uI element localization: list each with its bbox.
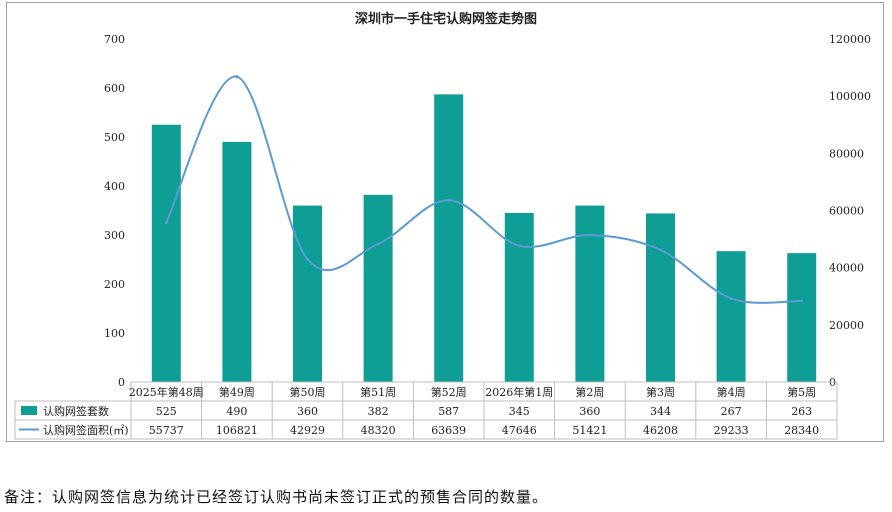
- line-point-9: [729, 296, 733, 300]
- line-point-6: [517, 244, 521, 248]
- left-axis-tick-label: 200: [104, 278, 125, 291]
- left-axis-tick-label: 600: [104, 82, 125, 95]
- bar-8: [646, 213, 675, 382]
- right-axis-tick-label: 100000: [829, 90, 871, 103]
- area-line-series: [165, 75, 802, 304]
- legend-line-label: 认购网签面积(㎡): [43, 423, 129, 437]
- right-axis-tick-label: 40000: [829, 262, 864, 275]
- category-label: 2025年第48周: [129, 385, 204, 399]
- category-label: 第3周: [646, 385, 675, 399]
- bar-1: [151, 124, 181, 382]
- legend-bar-label: 认购网签套数: [43, 404, 109, 418]
- chart-title: 深圳市一手住宅认购网签走势图: [355, 11, 537, 27]
- line-value-label: 51421: [572, 424, 607, 437]
- bar-value-label: 382: [368, 405, 389, 418]
- bar-value-label: 525: [156, 405, 177, 418]
- left-axis-tick-label: 500: [104, 131, 125, 144]
- line-value-label: 28340: [784, 424, 819, 437]
- category-label: 第51周: [360, 385, 396, 399]
- line-value-label: 55737: [149, 424, 184, 437]
- line-point-7: [588, 233, 592, 237]
- bar-value-label: 263: [791, 405, 812, 418]
- line-point-8: [659, 248, 662, 252]
- bar-value-label: 587: [438, 405, 459, 418]
- bar-7: [575, 205, 605, 382]
- line-value-label: 42929: [290, 424, 325, 437]
- line-value-label: 47646: [502, 424, 537, 437]
- line-point-10: [800, 299, 804, 303]
- bar-value-label: 360: [297, 405, 318, 418]
- bar-value-label: 344: [650, 405, 671, 418]
- category-label: 第2周: [575, 385, 604, 399]
- right-axis-tick-label: 120000: [829, 33, 871, 46]
- bar-value-label: 360: [579, 405, 600, 418]
- line-value-label: 48320: [361, 424, 396, 437]
- left-axis-tick-label: 0: [118, 376, 125, 389]
- right-axis-tick-label: 20000: [829, 319, 864, 332]
- line-point-2: [235, 75, 239, 79]
- bar-6: [504, 212, 534, 382]
- line-value-label: 46208: [643, 424, 678, 437]
- bar-2: [222, 141, 252, 382]
- category-label: 2026年第1周: [485, 385, 553, 399]
- left-axis-tick-label: 100: [104, 327, 125, 340]
- category-label: 第49周: [219, 385, 255, 399]
- line-value-label: 29233: [714, 424, 749, 437]
- bar-9: [716, 251, 746, 382]
- footnote: 备注：认购网签信息为统计已经签订认购书尚未签订正式的预售合同的数量。: [4, 488, 549, 506]
- combo-chart: 深圳市一手住宅认购网签走势图01002003004005006007000200…: [14, 11, 871, 440]
- bar-5: [434, 94, 464, 383]
- right-axis-tick-label: 60000: [829, 205, 864, 218]
- left-axis-tick-label: 400: [104, 180, 125, 193]
- line-point-5: [447, 198, 451, 202]
- category-label: 第4周: [717, 385, 746, 399]
- line-point-1: [164, 221, 168, 225]
- line-value-label: 63639: [431, 424, 466, 437]
- left-axis-tick-label: 300: [104, 229, 125, 242]
- chart-frame: 深圳市一手住宅认购网签走势图01002003004005006007000200…: [6, 2, 884, 442]
- right-axis-tick-label: 80000: [829, 147, 864, 160]
- bar-4: [363, 194, 393, 382]
- bar-10: [787, 253, 817, 382]
- category-label: 第52周: [431, 385, 467, 399]
- left-axis-tick-label: 700: [104, 33, 125, 46]
- category-label: 第50周: [290, 385, 326, 399]
- bar-value-label: 490: [226, 405, 247, 418]
- line-point-4: [376, 242, 380, 246]
- line-value-label: 106821: [216, 424, 258, 437]
- category-label: 第5周: [787, 385, 816, 399]
- bar-value-label: 345: [509, 405, 530, 418]
- bar-3: [293, 205, 322, 382]
- line-point-3: [306, 257, 309, 261]
- legend-bar-swatch: [21, 406, 37, 415]
- bar-value-label: 267: [721, 405, 742, 418]
